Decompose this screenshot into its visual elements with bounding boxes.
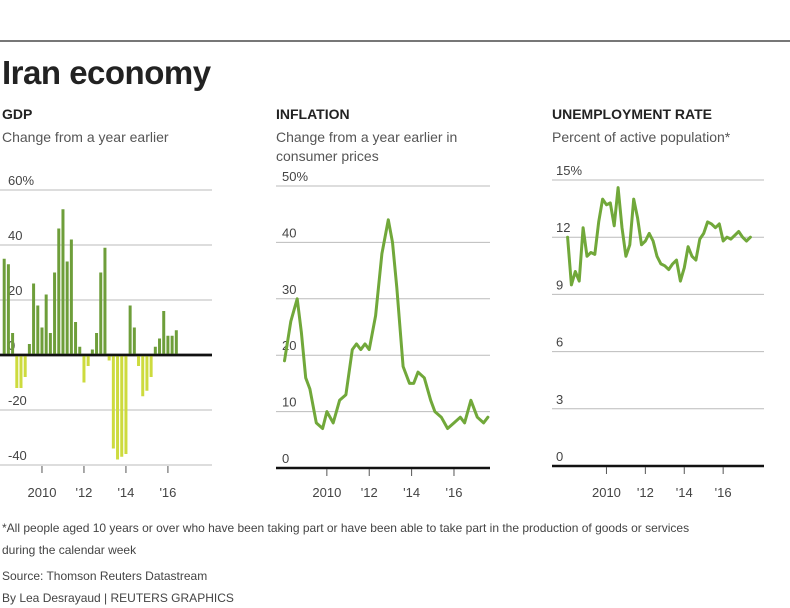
gdp-bar: [40, 327, 44, 355]
x-tick-label: 2010: [312, 485, 341, 500]
x-tick-label: '14: [117, 485, 134, 500]
y-tick-label: 6: [556, 335, 563, 350]
y-tick-label: 3: [556, 392, 563, 407]
gdp-bar: [158, 338, 162, 355]
series-line: [283, 218, 490, 430]
gdp-bar: [15, 355, 19, 388]
x-tick-label: '12: [637, 485, 654, 500]
y-tick-label: -40: [8, 448, 27, 463]
x-tick-label: '16: [159, 485, 176, 500]
gdp-bar: [2, 258, 6, 355]
page-title: Iran economy: [2, 54, 211, 91]
footnote-line2: during the calendar week: [2, 543, 137, 557]
y-tick-label: 30: [282, 282, 296, 297]
gdp-bar: [116, 355, 120, 460]
gdp-bar: [120, 355, 124, 457]
unemployment-panel-title: UNEMPLOYMENT RATE: [552, 106, 712, 122]
gdp-bar: [149, 355, 153, 377]
gdp-panel-title: GDP: [2, 106, 33, 122]
x-tick-label: '16: [446, 485, 463, 500]
y-tick-label: 0: [282, 451, 289, 466]
gdp-bar: [44, 294, 48, 355]
gdp-bar: [162, 311, 166, 355]
gdp-bar: [170, 335, 174, 355]
credit-text: By Lea Desrayaud | REUTERS GRAPHICS: [2, 591, 234, 605]
x-tick-label: '14: [676, 485, 693, 500]
gdp-bar: [124, 355, 128, 454]
x-tick-label: '16: [715, 485, 732, 500]
y-tick-label: 10: [282, 395, 296, 410]
gdp-bar: [99, 272, 103, 355]
gdp-bar: [103, 247, 107, 355]
gdp-bar: [65, 261, 69, 355]
y-tick-label: 15%: [556, 163, 582, 178]
gdp-bar: [128, 305, 132, 355]
gdp-bar: [107, 355, 111, 361]
gdp-bar: [153, 346, 157, 355]
gdp-bar: [61, 209, 65, 355]
gdp-bar: [23, 355, 27, 377]
y-tick-label: 9: [556, 277, 563, 292]
unemployment-subtitle: Percent of active population*: [552, 129, 731, 145]
gdp-bar: [27, 344, 31, 355]
source-text: Source: Thomson Reuters Datastream: [2, 569, 208, 583]
gdp-bar: [11, 333, 15, 355]
gdp-bar: [82, 355, 86, 383]
x-tick-label: 2010: [28, 485, 57, 500]
inflation-subtitle-line1: Change from a year earlier in: [276, 129, 458, 145]
unemployment-chart: 15% 12 9 6 3 0 2010 '12 '14 '16: [552, 163, 764, 500]
gdp-bar: [90, 349, 94, 355]
y-tick-label: 50%: [282, 169, 308, 184]
gdp-bar: [69, 239, 73, 355]
x-tick-label: '14: [403, 485, 420, 500]
gdp-bar: [111, 355, 115, 449]
gdp-bar: [53, 272, 57, 355]
y-tick-label: 20: [8, 283, 22, 298]
y-tick-label: 40: [8, 228, 22, 243]
top-rule: [0, 40, 790, 42]
footnote-line1: *All people aged 10 years or over who ha…: [2, 521, 690, 535]
gdp-bar: [19, 355, 23, 388]
y-tick-label: 40: [282, 225, 296, 240]
x-tick-label: '12: [361, 485, 378, 500]
gdp-bar: [137, 355, 141, 366]
gdp-bar: [32, 283, 36, 355]
y-tick-label: -20: [8, 393, 27, 408]
y-tick-label: 60%: [8, 173, 34, 188]
gdp-subtitle: Change from a year earlier: [2, 129, 169, 145]
gdp-bar: [95, 333, 99, 355]
inflation-subtitle-line2: consumer prices: [276, 148, 379, 164]
gdp-bar: [166, 335, 170, 355]
gdp-bar: [48, 333, 52, 355]
x-tick-label: '12: [75, 485, 92, 500]
gdp-bar: [36, 305, 40, 355]
gdp-bar: [174, 330, 178, 355]
gdp-bar: [74, 322, 78, 355]
inflation-panel-title: INFLATION: [276, 106, 350, 122]
x-tick-label: 2010: [592, 485, 621, 500]
y-tick-label: 12: [556, 220, 570, 235]
y-tick-label: 0: [556, 449, 563, 464]
series-line: [566, 186, 752, 287]
gdp-bar: [86, 355, 90, 366]
gdp-bar: [6, 264, 10, 355]
gdp-bar: [132, 327, 136, 355]
gdp-bar: [145, 355, 149, 391]
gdp-bar: [78, 346, 82, 355]
gdp-bar: [57, 228, 61, 355]
gdp-bar: [141, 355, 145, 397]
